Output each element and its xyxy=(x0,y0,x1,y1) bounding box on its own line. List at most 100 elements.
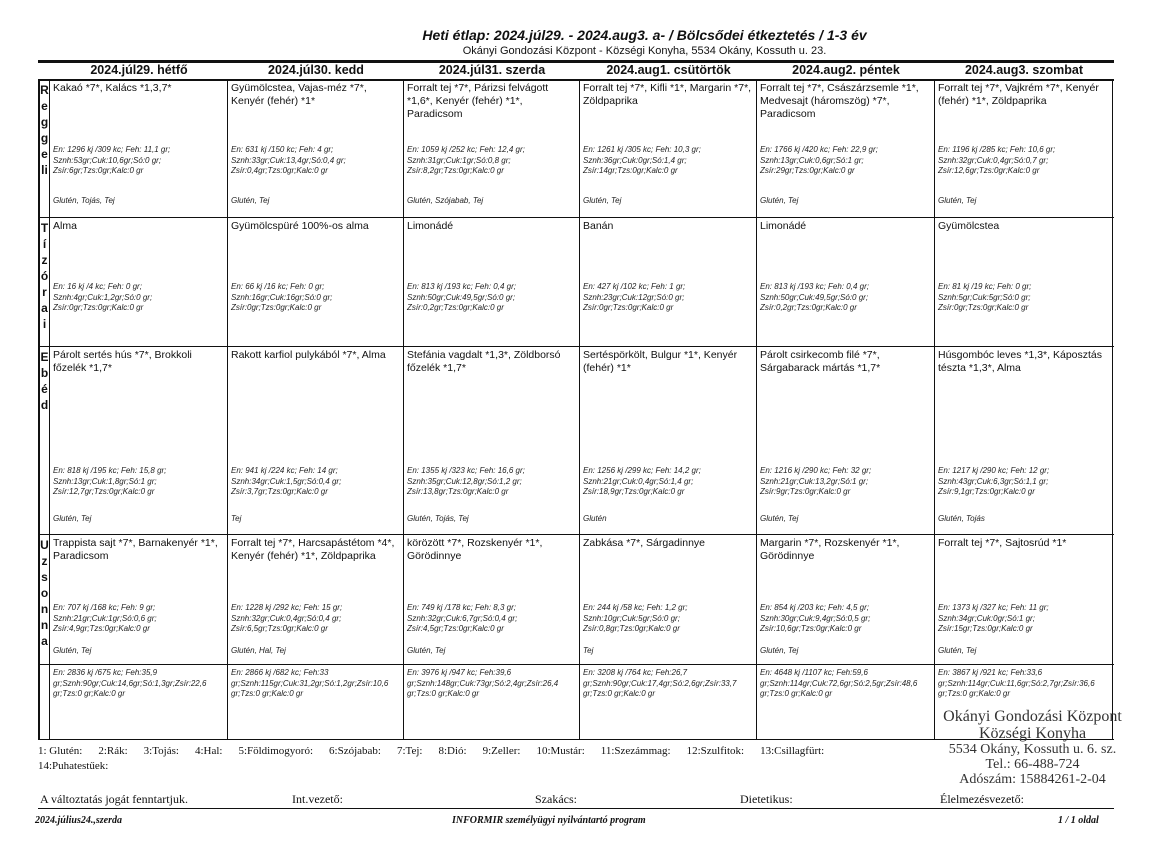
dish-text: Gyümölcstea, Vajas-méz *7*, Kenyér (fehé… xyxy=(231,82,367,107)
nutrition-text: En: 1355 kj /323 kc; Feh: 16,6 gr; Sznh:… xyxy=(407,466,525,496)
dish-text: körözött *7*, Rozskenyér *1*, Görödinnye xyxy=(407,537,543,562)
allergen-legend-item: 6:Szójabab: xyxy=(329,745,381,757)
dish-text: Forralt tej *7*, Kifli *1*, Margarin *7*… xyxy=(583,82,752,107)
divider xyxy=(38,808,1114,809)
daily-total-text: En: 3976 kj /947 kc; Feh:39,6 gr;Sznh:14… xyxy=(407,668,559,698)
elelmezesvezeto-label: Élelmezésvezető: xyxy=(940,792,1024,806)
daily-total-text: En: 3867 kj /921 kc; Feh:33,6 gr;Sznh:11… xyxy=(938,668,1095,698)
menu-cell: En: 3976 kj /947 kc; Feh:39,6 gr;Sznh:14… xyxy=(404,665,580,739)
menu-cell: Margarin *7*, Rozskenyér *1*, Görödinnye… xyxy=(757,535,935,664)
menu-cell: Párolt csirkecomb filé *7*, Sárgabarack … xyxy=(757,347,935,534)
menu-cell: Forralt tej *7*, Császárzsemle *1*, Medv… xyxy=(757,80,935,217)
dish-text: Forralt tej *7*, Vajkrém *7*, Kenyér (fe… xyxy=(938,82,1099,107)
dish-text: Húsgombóc leves *1,3*, Káposztás tészta … xyxy=(938,349,1103,374)
menu-cell: Gyümölcstea En: 81 kj /19 kc; Feh: 0 gr; … xyxy=(935,218,1113,346)
nutrition-text: En: 749 kj /178 kc; Feh: 8,3 gr; Sznh:32… xyxy=(407,603,518,633)
stamp-line: 5534 Okány, Kossuth u. 6. sz. xyxy=(948,742,1117,757)
menu-cell: Banán En: 427 kj /102 kc; Feh: 1 gr; Sznh… xyxy=(580,218,757,346)
nutrition-text: En: 81 kj /19 kc; Feh: 0 gr; Sznh:5gr;Cu… xyxy=(938,282,1032,312)
allergen-text: Glutén, Tej xyxy=(760,196,799,205)
allergen-legend-item: 4:Hal: xyxy=(194,745,223,757)
menu-cell: En: 4648 kj /1107 kc; Feh:59,6 gr;Sznh:1… xyxy=(757,665,935,739)
menu-cell: körözött *7*, Rozskenyér *1*, Görödinnye… xyxy=(404,535,580,664)
allergen-legend-item: 12:Szulfitok: xyxy=(686,745,745,757)
nutrition-text: En: 813 kj /193 kc; Feh: 0,4 gr; Sznh:50… xyxy=(407,282,516,312)
allergen-text: Glutén, Tojás, Tej xyxy=(407,514,469,523)
dish-text: Margarin *7*, Rozskenyér *1*, Görödinnye xyxy=(760,537,900,562)
dietetikus-label: Dietetikus: xyxy=(740,792,793,806)
dish-text: Alma xyxy=(53,220,77,232)
nutrition-text: En: 1766 kj /420 kc; Feh: 22,9 gr; Sznh:… xyxy=(760,145,878,175)
nutrition-text: En: 16 kj /4 kc; Feh: 0 gr; Sznh:4gr;Cuk… xyxy=(53,282,153,312)
allergen-text: Glutén, Tej xyxy=(760,646,799,655)
menu-cell: Gyümölcstea, Vajas-méz *7*, Kenyér (fehé… xyxy=(228,80,404,217)
allergen-legend-item: 2:Rák: xyxy=(98,745,128,757)
allergen-legend: 1: Glutén: 2:Rák: 3:Tojás: 4:Hal: 5:Földimog… xyxy=(38,745,896,773)
dish-text: Zabkása *7*, Sárgadinnye xyxy=(583,537,705,549)
dish-text: Banán xyxy=(583,220,614,232)
allergen-legend-item: 9:Zeller: xyxy=(482,745,521,757)
allergen-text: Glutén, Tojás xyxy=(938,514,985,523)
allergen-text: Tej xyxy=(583,646,594,655)
allergen-text: Glutén, Szójabab, Tej xyxy=(407,196,484,205)
nutrition-text: En: 818 kj /195 kc; Feh: 15,8 gr; Sznh:1… xyxy=(53,466,167,496)
dish-text: Forralt tej *7*, Császárzsemle *1*, Medv… xyxy=(760,82,919,120)
page-subtitle: Okányi Gondozási Központ - Községi Konyh… xyxy=(462,45,827,57)
menu-cell: Forralt tej *7*, Harcsapástétom *4*, Ken… xyxy=(228,535,404,664)
menu-cell: En: 3208 kj /764 kc; Feh:26,7 gr;Sznh:90… xyxy=(580,665,757,739)
allergen-legend-item: 8:Dió: xyxy=(438,745,467,757)
menu-cell: Stefánia vagdalt *1,3*, Zöldborsó főzelé… xyxy=(404,347,580,534)
dish-text: Gyümölcspüré 100%-os alma xyxy=(231,220,369,232)
divider xyxy=(38,60,1114,63)
dish-text: Párolt csirkecomb filé *7*, Sárgabarack … xyxy=(760,349,881,374)
menu-cell: En: 2866 kj /682 kc; Feh:33 gr;Sznh:115g… xyxy=(228,665,404,739)
allergen-legend-item: 11:Szezámmag: xyxy=(600,745,671,757)
nutrition-text: En: 854 kj /203 kc; Feh: 4,5 gr; Sznh:30… xyxy=(760,603,871,633)
menu-cell: Húsgombóc leves *1,3*, Káposztás tészta … xyxy=(935,347,1113,534)
nutrition-text: En: 1256 kj /299 kc; Feh: 14,2 gr; Sznh:… xyxy=(583,466,701,496)
menu-cell: Forralt tej *7*, Sajtosrúd *1* En: 1373 k… xyxy=(935,535,1113,664)
stamp-line: Tel.: 66-488-724 xyxy=(985,757,1080,772)
allergen-text: Glutén, Tojás, Tej xyxy=(53,196,115,205)
menu-cell: Sertéspörkölt, Bulgur *1*, Kenyér (fehér… xyxy=(580,347,757,534)
nutrition-text: En: 813 kj /193 kc; Feh: 0,4 gr; Sznh:50… xyxy=(760,282,869,312)
allergen-text: Glutén xyxy=(583,514,607,523)
notice: A változtatás jogát fenntartjuk. xyxy=(40,792,188,806)
nutrition-text: En: 244 kj /58 kc; Feh: 1,2 gr; Sznh:10g… xyxy=(583,603,688,633)
allergen-text: Glutén, Tej xyxy=(53,646,92,655)
menu-cell: Forralt tej *7*, Vajkrém *7*, Kenyér (fe… xyxy=(935,80,1113,217)
menu-cell: Limonádé En: 813 kj /193 kc; Feh: 0,4 gr;… xyxy=(404,218,580,346)
nutrition-text: En: 66 kj /16 kc; Feh: 0 gr; Sznh:16gr;C… xyxy=(231,282,333,312)
meal-label: Reggeli xyxy=(38,80,50,217)
dish-text: Gyümölcstea xyxy=(938,220,1000,232)
meal-row: Uzsonna Trappista sajt *7*, Barnakenyér *… xyxy=(38,535,1114,665)
day-header: 2024.aug2. péntek xyxy=(792,63,900,77)
dish-text: Sertéspörkölt, Bulgur *1*, Kenyér (fehér… xyxy=(583,349,738,374)
allergen-text: Glutén, Tej xyxy=(760,514,799,523)
menu-cell: Alma En: 16 kj /4 kc; Feh: 0 gr; Sznh:4gr… xyxy=(50,218,228,346)
nutrition-text: En: 941 kj /224 kc; Feh: 14 gr; Sznh:34g… xyxy=(231,466,342,496)
dish-text: Rakott karfiol pulykából *7*, Alma xyxy=(231,349,386,361)
allergen-text: Glutén, Tej xyxy=(407,646,446,655)
menu-cell: Trappista sajt *7*, Barnakenyér *1*, Par… xyxy=(50,535,228,664)
meal-label xyxy=(38,665,50,739)
int-vezeto-label: Int.vezető: xyxy=(292,792,343,806)
nutrition-text: En: 1216 kj /290 kc; Feh: 32 gr; Sznh:21… xyxy=(760,466,872,496)
day-header: 2024.júl29. hétfő xyxy=(90,63,188,77)
nutrition-text: En: 631 kj /150 kc; Feh: 4 gr; Sznh:33gr… xyxy=(231,145,346,175)
totals-row: En: 2836 kj /675 kc; Feh:35,9 gr;Sznh:90… xyxy=(38,665,1114,740)
program-name: INFORMIR személyügyi nyilvántartó progra… xyxy=(452,815,646,826)
dish-text: Forralt tej *7*, Harcsapástétom *4*, Ken… xyxy=(231,537,395,562)
day-header: 2024.aug1. csütörtök xyxy=(606,63,731,77)
stamp-line: Községi Konyha xyxy=(978,725,1087,742)
dish-text: Forralt tej *7*, Sajtosrúd *1* xyxy=(938,537,1067,549)
allergen-legend-item: 10:Mustár: xyxy=(536,745,585,757)
day-header: 2024.júl31. szerda xyxy=(438,63,546,77)
day-header: 2024.aug3. szombat xyxy=(964,63,1084,77)
dish-text: Trappista sajt *7*, Barnakenyér *1*, Par… xyxy=(53,537,218,562)
nutrition-text: En: 707 kj /168 kc; Feh: 9 gr; Sznh:21gr… xyxy=(53,603,157,633)
menu-cell: Forralt tej *7*, Kifli *1*, Margarin *7*… xyxy=(580,80,757,217)
menu-cell: Limonádé En: 813 kj /193 kc; Feh: 0,4 gr;… xyxy=(757,218,935,346)
dish-text: Limonádé xyxy=(760,220,807,232)
allergen-text: Tej xyxy=(231,514,242,523)
